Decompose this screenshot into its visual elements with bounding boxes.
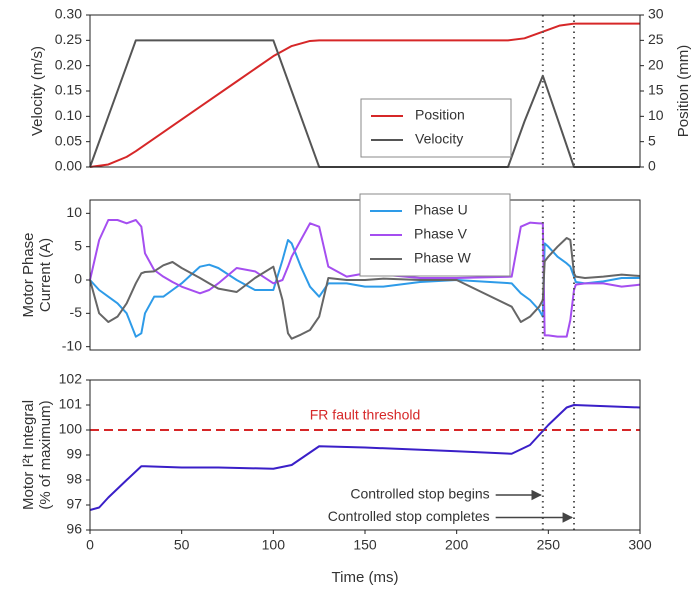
- legend-label: Phase U: [414, 202, 468, 218]
- y-tick-label: 96: [66, 521, 82, 537]
- y-tick-label: 99: [66, 446, 82, 462]
- y-tick-label: 0.25: [55, 31, 82, 47]
- y-tick-label: 0.05: [55, 132, 82, 148]
- y-tick-label: -5: [70, 304, 83, 320]
- series-line: [89, 239, 640, 338]
- series-line: [89, 22, 640, 168]
- y-tick-label: 0: [74, 271, 82, 287]
- legend: Phase U Phase V Phase W: [359, 193, 511, 277]
- legend: Position Velocity: [360, 98, 512, 158]
- x-tick-label: 250: [537, 537, 561, 553]
- y-axis-label: Motor I²t Integral: [20, 400, 37, 510]
- y2-axis-label: Position (mm): [675, 45, 692, 138]
- x-tick-label: 0: [86, 537, 94, 553]
- legend-label: Phase V: [414, 226, 468, 242]
- x-tick-label: 100: [262, 537, 286, 553]
- y-tick-label: 98: [66, 471, 82, 487]
- legend-box: [359, 193, 511, 277]
- annotation: Controlled stop completes: [328, 508, 490, 524]
- threshold-label: FR fault threshold: [310, 407, 421, 423]
- y-tick-label: 0.00: [55, 158, 82, 174]
- y-tick-label: 10: [66, 204, 82, 220]
- y-tick-label: 97: [66, 496, 82, 512]
- y2-tick-label: 15: [648, 82, 664, 98]
- legend-label: Position: [415, 107, 465, 123]
- x-axis-label: Time (ms): [332, 569, 399, 586]
- y-tick-label: 101: [59, 396, 83, 412]
- series-line: [89, 39, 640, 168]
- y-tick-label: 5: [74, 237, 82, 253]
- y2-tick-label: 20: [648, 56, 664, 72]
- y-axis-label: (% of maximum): [37, 400, 54, 509]
- y-tick-label: 102: [59, 371, 83, 387]
- annotation: Controlled stop begins: [350, 486, 489, 502]
- y-tick-label: 0.15: [55, 82, 82, 98]
- x-tick-label: 300: [628, 537, 652, 553]
- y-tick-label: 100: [59, 421, 83, 437]
- legend-label: Phase W: [414, 250, 472, 266]
- y-tick-label: 0.30: [55, 6, 82, 22]
- x-tick-label: 50: [174, 537, 190, 553]
- plot-frame: [89, 379, 641, 531]
- y2-tick-label: 0: [648, 158, 656, 174]
- series-line: [89, 219, 641, 338]
- y2-tick-label: 25: [648, 31, 664, 47]
- y2-tick-label: 30: [648, 6, 664, 22]
- x-tick-label: 200: [445, 537, 469, 553]
- y-tick-label: 0.20: [55, 56, 82, 72]
- y-tick-label: 0.10: [55, 107, 82, 123]
- y-axis-label: Velocity (m/s): [29, 46, 46, 136]
- x-tick-label: 150: [353, 537, 377, 553]
- y2-tick-label: 10: [648, 107, 664, 123]
- legend-box: [360, 98, 512, 158]
- y2-tick-label: 5: [648, 132, 656, 148]
- legend-label: Velocity: [415, 131, 463, 147]
- series-line: [89, 237, 641, 340]
- plot-frame: [89, 14, 641, 168]
- y-tick-label: -10: [62, 337, 82, 353]
- y-axis-label: Current (A): [37, 238, 54, 312]
- y-axis-label: Motor Phase: [20, 232, 37, 317]
- series-line: [89, 404, 641, 511]
